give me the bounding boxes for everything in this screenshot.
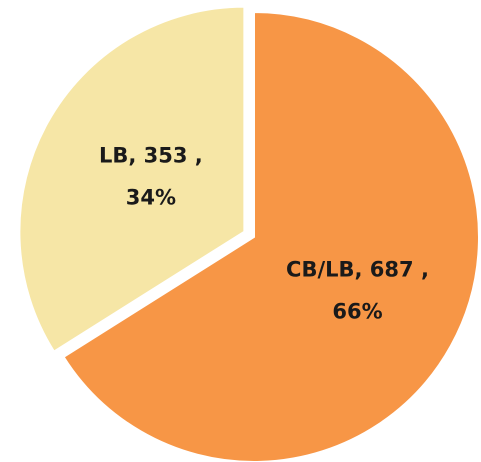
data-label: LB, 353 , — [99, 143, 203, 167]
pie-slice — [18, 5, 246, 353]
pie-slice — [62, 10, 480, 462]
data-label: CB/LB, 687 , — [286, 257, 429, 281]
data-label: 34% — [126, 185, 176, 209]
data-label: 66% — [332, 299, 382, 323]
